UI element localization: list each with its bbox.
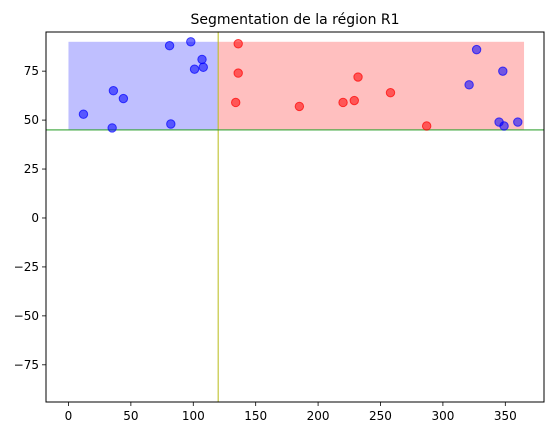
y-axis: −75 −50 −25 0 25 50 75 (14, 64, 46, 372)
data-point-s0-3 (118, 93, 129, 104)
plot-frame (45, 31, 545, 403)
regions-layer (68, 41, 525, 130)
y-tick-label: 75 (24, 64, 39, 78)
data-point-s0-0 (78, 109, 89, 119)
y-tick-label: −75 (14, 358, 39, 372)
x-tick-label: 150 (244, 409, 267, 423)
data-point-s0-4 (164, 41, 175, 51)
data-point-s0-9 (198, 62, 208, 72)
data-point-s0-11 (471, 44, 482, 55)
data-point-s0-13 (498, 66, 508, 76)
region-0 (68, 41, 219, 130)
y-tick-label: 0 (31, 211, 39, 225)
data-point-s1-6 (353, 72, 363, 82)
y-tick-label: 25 (24, 162, 39, 176)
data-point-s0-15 (513, 117, 523, 127)
x-axis: 0 50 100 150 200 250 300 350 (65, 402, 517, 423)
data-point-s0-8 (197, 54, 207, 65)
region-1 (218, 41, 525, 130)
data-point-s0-5 (166, 119, 176, 129)
x-tick-label: 50 (123, 409, 138, 423)
chart-title: Segmentation de la région R1 (190, 12, 399, 28)
data-point-s0-6 (186, 37, 196, 47)
data-point-s0-14 (499, 121, 509, 131)
data-point-s1-0 (231, 97, 241, 108)
data-point-s1-7 (385, 87, 396, 98)
data-point-s0-10 (464, 80, 474, 90)
x-tick-label: 300 (431, 409, 454, 423)
data-point-s1-5 (349, 95, 359, 106)
data-point-s1-8 (421, 121, 432, 131)
y-tick-label: −25 (14, 260, 39, 274)
y-tick-label: −50 (14, 309, 39, 323)
x-tick-label: 100 (182, 409, 205, 423)
data-point-s1-4 (338, 97, 348, 108)
x-tick-label: 250 (369, 409, 392, 423)
x-tick-label: 350 (494, 409, 517, 423)
data-point-s1-3 (294, 101, 305, 112)
data-point-s0-2 (108, 86, 119, 96)
x-tick-label: 0 (65, 409, 73, 423)
data-point-s0-7 (189, 64, 200, 74)
x-tick-label: 200 (307, 409, 330, 423)
reference-lines-layer (46, 32, 544, 402)
y-tick-label: 50 (24, 113, 39, 127)
points-layer (78, 37, 523, 133)
data-point-s0-1 (107, 123, 117, 133)
data-point-s1-2 (233, 68, 243, 78)
data-point-s1-1 (233, 39, 243, 49)
